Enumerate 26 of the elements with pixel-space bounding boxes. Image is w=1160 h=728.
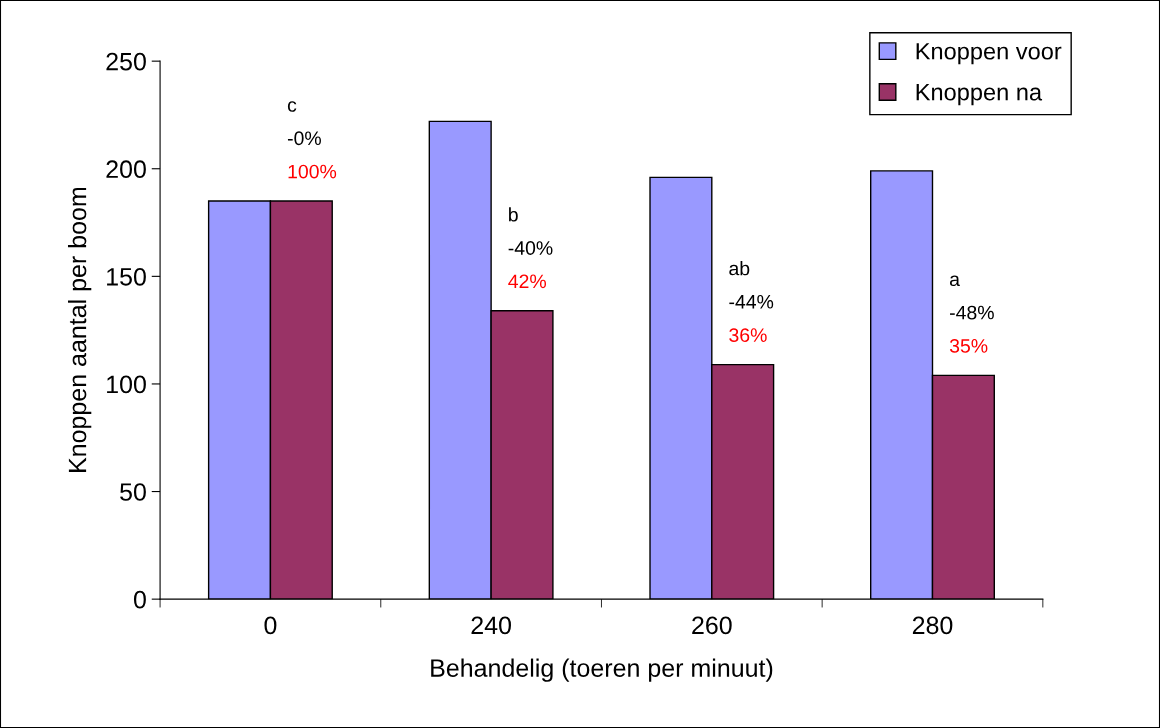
annotation: a (949, 275, 960, 287)
annotation: -48% (950, 305, 994, 320)
x-tick-label: 280 (912, 616, 953, 635)
y-tick-label: 200 (106, 160, 146, 179)
annotation: 35% (949, 339, 988, 353)
annotation: b (509, 207, 518, 222)
annotation: 36% (729, 328, 767, 343)
y-tick-label: 150 (107, 267, 146, 286)
y-tick-label: 50 (120, 483, 146, 501)
y-tick-label: 250 (106, 52, 146, 71)
annotation: -0% (287, 131, 321, 146)
legend-label: Knoppen voor (916, 43, 1062, 65)
annotation: -44% (729, 295, 774, 309)
y-tick-label: 100 (107, 375, 146, 394)
legend-label: Knoppen na (916, 84, 1043, 106)
y-axis-title: Knoppen aantal per boom (67, 187, 92, 472)
annotation: c (287, 101, 297, 112)
x-tick-label: 260 (692, 616, 732, 635)
annotation: ab (729, 261, 750, 276)
x-axis-title: Behandelig (toeren per minuut) (431, 658, 773, 682)
x-tick-label: 0 (264, 616, 277, 635)
annotation: -40% (508, 241, 553, 255)
annotation: 100% (288, 164, 337, 179)
x-tick-label: 240 (471, 616, 511, 635)
y-tick-label: 0 (133, 590, 146, 609)
annotation: 42% (508, 274, 547, 289)
